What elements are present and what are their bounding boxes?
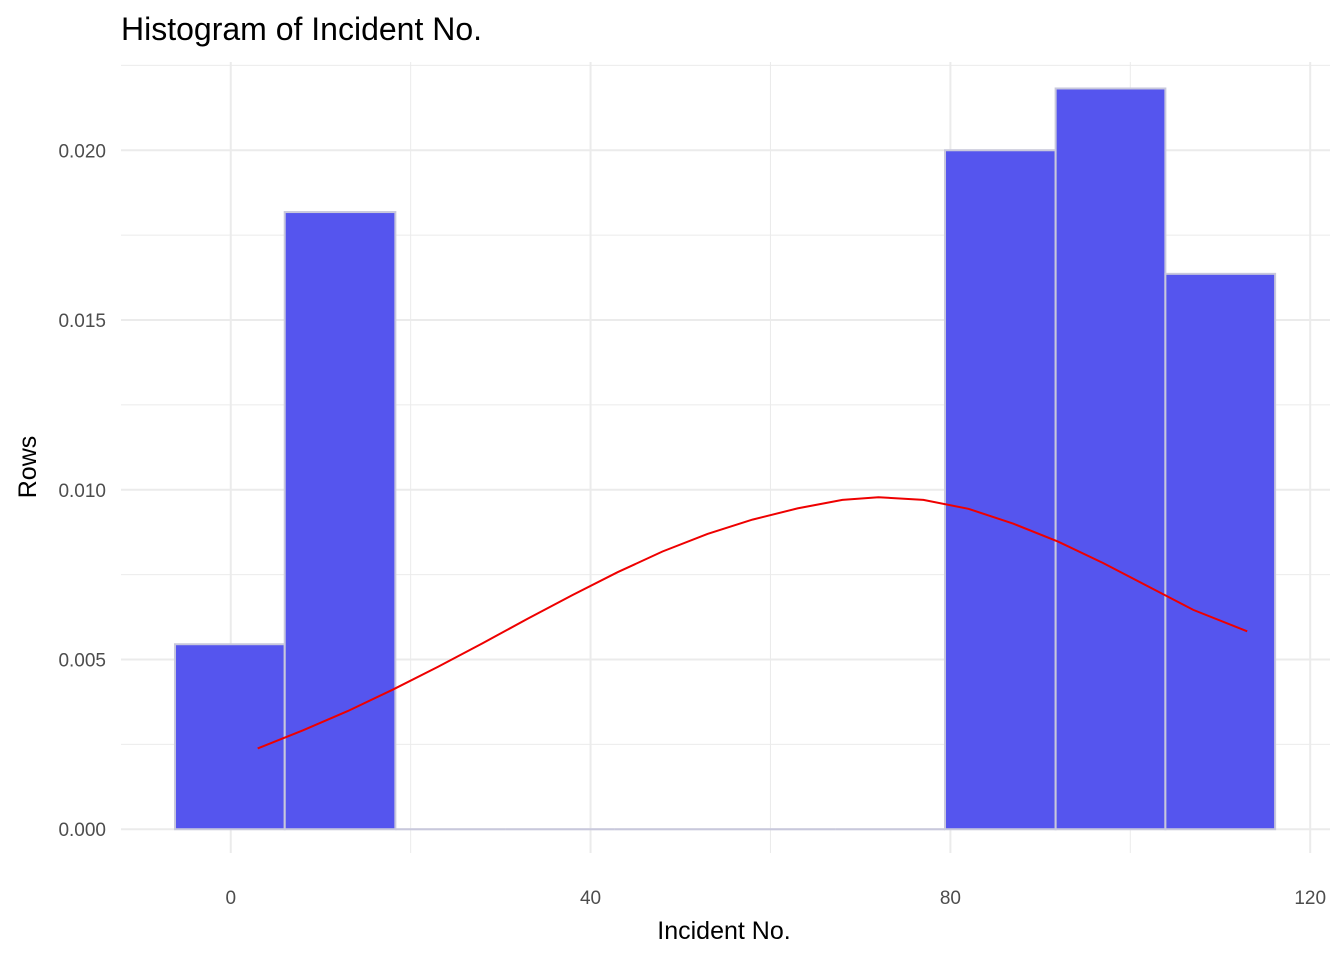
histogram-bar	[173, 643, 286, 831]
y-tick-label: 0.010	[58, 481, 106, 502]
x-tick-label: 80	[940, 888, 961, 909]
x-tick-label: 40	[580, 888, 601, 909]
y-axis-title: Rows	[14, 436, 42, 499]
x-tick-label: 120	[1294, 888, 1326, 909]
density-curve	[257, 496, 1248, 750]
y-tick-label: 0.020	[58, 141, 106, 162]
histogram-bar	[283, 211, 397, 831]
histogram-bars	[173, 87, 1277, 831]
y-tick-label: 0.000	[58, 820, 106, 841]
histogram-bar	[1164, 272, 1277, 831]
chart-title: Histogram of Incident No.	[121, 11, 482, 47]
histogram-bar	[943, 149, 1057, 831]
x-axis-title: Incident No.	[657, 917, 790, 945]
y-tick-label: 0.005	[58, 650, 106, 671]
tick-labels: 0.000 0.005 0.010 0.015 0.020 0 40 80 120	[58, 141, 1326, 909]
x-tick-label: 0	[225, 888, 236, 909]
y-tick-label: 0.015	[58, 311, 106, 332]
histogram-bar	[1054, 87, 1167, 831]
